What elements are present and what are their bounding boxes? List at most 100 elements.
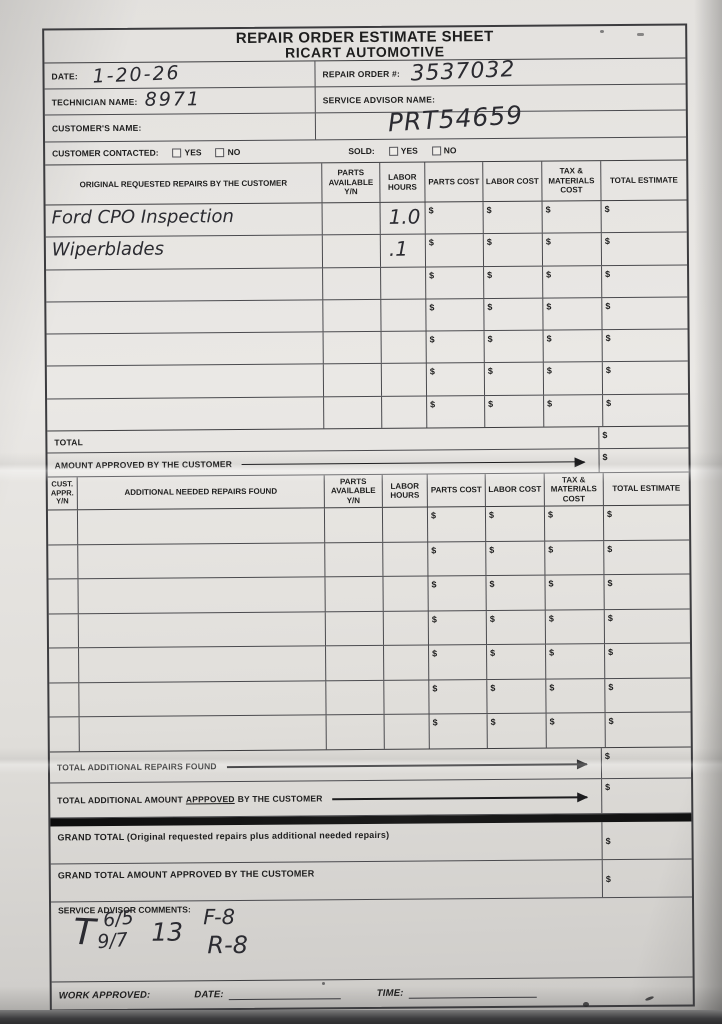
repair-description-cell: Ford CPO Inspection [46,203,322,236]
dollar-sign: $ [605,300,611,311]
labor-hours-cell [380,299,426,332]
parts-cost-cell: $ [424,202,483,234]
total-additional-approved-row: TOTAL ADDITIONAL AMOUNT APPPOVED BY THE CU… [50,778,692,819]
sold-no-label: NO [443,145,457,156]
labor-hours-cell [380,363,427,396]
dollar-sign: $ [605,836,611,847]
tax-materials-cell: $ [545,679,605,714]
col-labor-cost: LABOR COST [482,161,542,202]
parts-cost-cell: $ [427,541,486,576]
dollar-sign: $ [431,579,437,590]
sold-no-group: NO [418,145,457,155]
total-estimate-cell: $ [603,540,690,575]
parts-available-cell [324,577,383,612]
parts-available-cell [324,542,383,577]
cust-appr-cell [49,683,78,717]
col-tax-materials: TAX & MATERIALS COST [541,161,601,201]
sold-yes-checkbox [388,146,398,156]
labor-hours-cell: 1.0 [379,202,425,235]
form-title-box: REPAIR ORDER ESTIMATE SHEET RICART AUTOM… [44,25,686,64]
total-estimate-cell: $ [604,678,691,713]
tax-materials-cell: $ [545,644,605,679]
dollar-sign: $ [547,398,553,409]
repair-description-cell [47,365,323,398]
date-field: DATE: 1-20-26 [44,61,316,89]
tax-materials-cell: $ [541,233,602,266]
parts-cost-cell: $ [425,266,484,299]
labor-cost-cell: $ [485,541,545,576]
parts-cost-cell: $ [428,714,487,749]
handwritten-hours-1: 1.0 [388,204,421,229]
labor-hours-cell: .1 [379,234,426,267]
parts-cost-cell: $ [427,610,487,645]
footer-date-label: DATE: [194,989,224,1001]
col-parts-cost: PARTS COST [426,474,485,507]
total-estimate-cell: $ [600,232,688,265]
parts-available-cell [322,332,381,364]
parts-cost-cell: $ [426,507,486,542]
labor-cost-cell: $ [484,506,545,541]
table-row: $ $ $ $ [48,540,690,580]
repair-description-cell [46,300,322,333]
tax-materials-cell: $ [542,298,602,330]
parts-available-cell [325,680,384,715]
repair-description-cell [77,612,326,648]
customer-contacted-label: CUSTOMER CONTACTED: [52,147,159,159]
labor-cost-cell: $ [483,298,543,331]
labor-cost-cell: $ [486,679,546,714]
dollar-sign: $ [605,874,611,885]
dollar-sign: $ [548,578,554,589]
dollar-sign: $ [430,510,437,521]
col-labor-hours: LABOR HOURS [379,162,425,202]
dollar-sign: $ [605,268,611,279]
dollar-sign: $ [488,398,494,409]
dollar-sign: $ [431,614,437,625]
tax-materials-cell: $ [541,201,601,233]
grand-total-label: GRAND TOTAL (Original requested repairs … [57,829,390,843]
dollar-sign: $ [602,430,608,441]
col-cust-appr: CUST. APPR. Y/N [50,479,74,506]
grand-total-approved-label: GRAND TOTAL AMOUNT APPROVED BY THE CUSTO… [57,868,315,881]
technician-field: TECHNICIAN NAME: 8971 [44,87,316,115]
dollar-sign: $ [548,544,554,555]
dollar-sign: $ [429,366,435,377]
handwritten-repair-order-number: 3537032 [410,57,516,87]
tax-materials-cell: $ [543,394,603,427]
labor-hours-cell [382,576,428,611]
parts-cost-cell: $ [428,645,487,680]
labor-cost-cell: $ [483,363,544,395]
repair-description-cell [78,646,326,683]
col-labor-cost: LABOR COST [484,473,544,507]
total-estimate-cell: $ [600,200,687,233]
dollar-sign: $ [545,236,551,247]
dollar-sign: $ [605,333,611,344]
dollar-sign: $ [608,681,614,693]
table-row: $ $ $ $ [47,505,690,546]
dollar-sign: $ [489,613,495,624]
contacted-no-checkbox [215,147,225,157]
date-line [228,988,341,1001]
repair-description-cell: Wiperblades [46,236,322,269]
customer-name-label: CUSTOMER'S NAME: [51,122,142,134]
grand-total-approved-row: GRAND TOTAL AMOUNT APPROVED BY THE CUSTO… [50,859,692,903]
handwritten-hours-2: .1 [388,236,409,262]
dollar-sign: $ [545,204,551,215]
labor-cost-cell: $ [485,575,545,610]
dollar-sign: $ [487,366,493,377]
technician-label: TECHNICIAN NAME: [51,96,138,107]
dollar-sign: $ [489,544,495,555]
dollar-sign: $ [429,270,435,281]
labor-cost-cell: $ [486,644,546,679]
col-labor-hours: LABOR HOURS [381,474,427,507]
table-row: $ $ $ $ [46,265,688,303]
dollar-sign: $ [606,397,612,408]
table-row: $ $ $ $ [49,643,691,684]
cust-appr-cell [48,510,77,544]
col-parts-available: PARTS AVAILABLE Y/N [323,474,382,508]
repair-description-cell [46,268,322,301]
repair-description-cell [77,577,325,614]
handwritten-technician: 8971 [144,88,202,111]
dollar-sign: $ [548,613,554,624]
tax-materials-cell: $ [545,713,605,748]
dollar-sign: $ [429,302,435,313]
